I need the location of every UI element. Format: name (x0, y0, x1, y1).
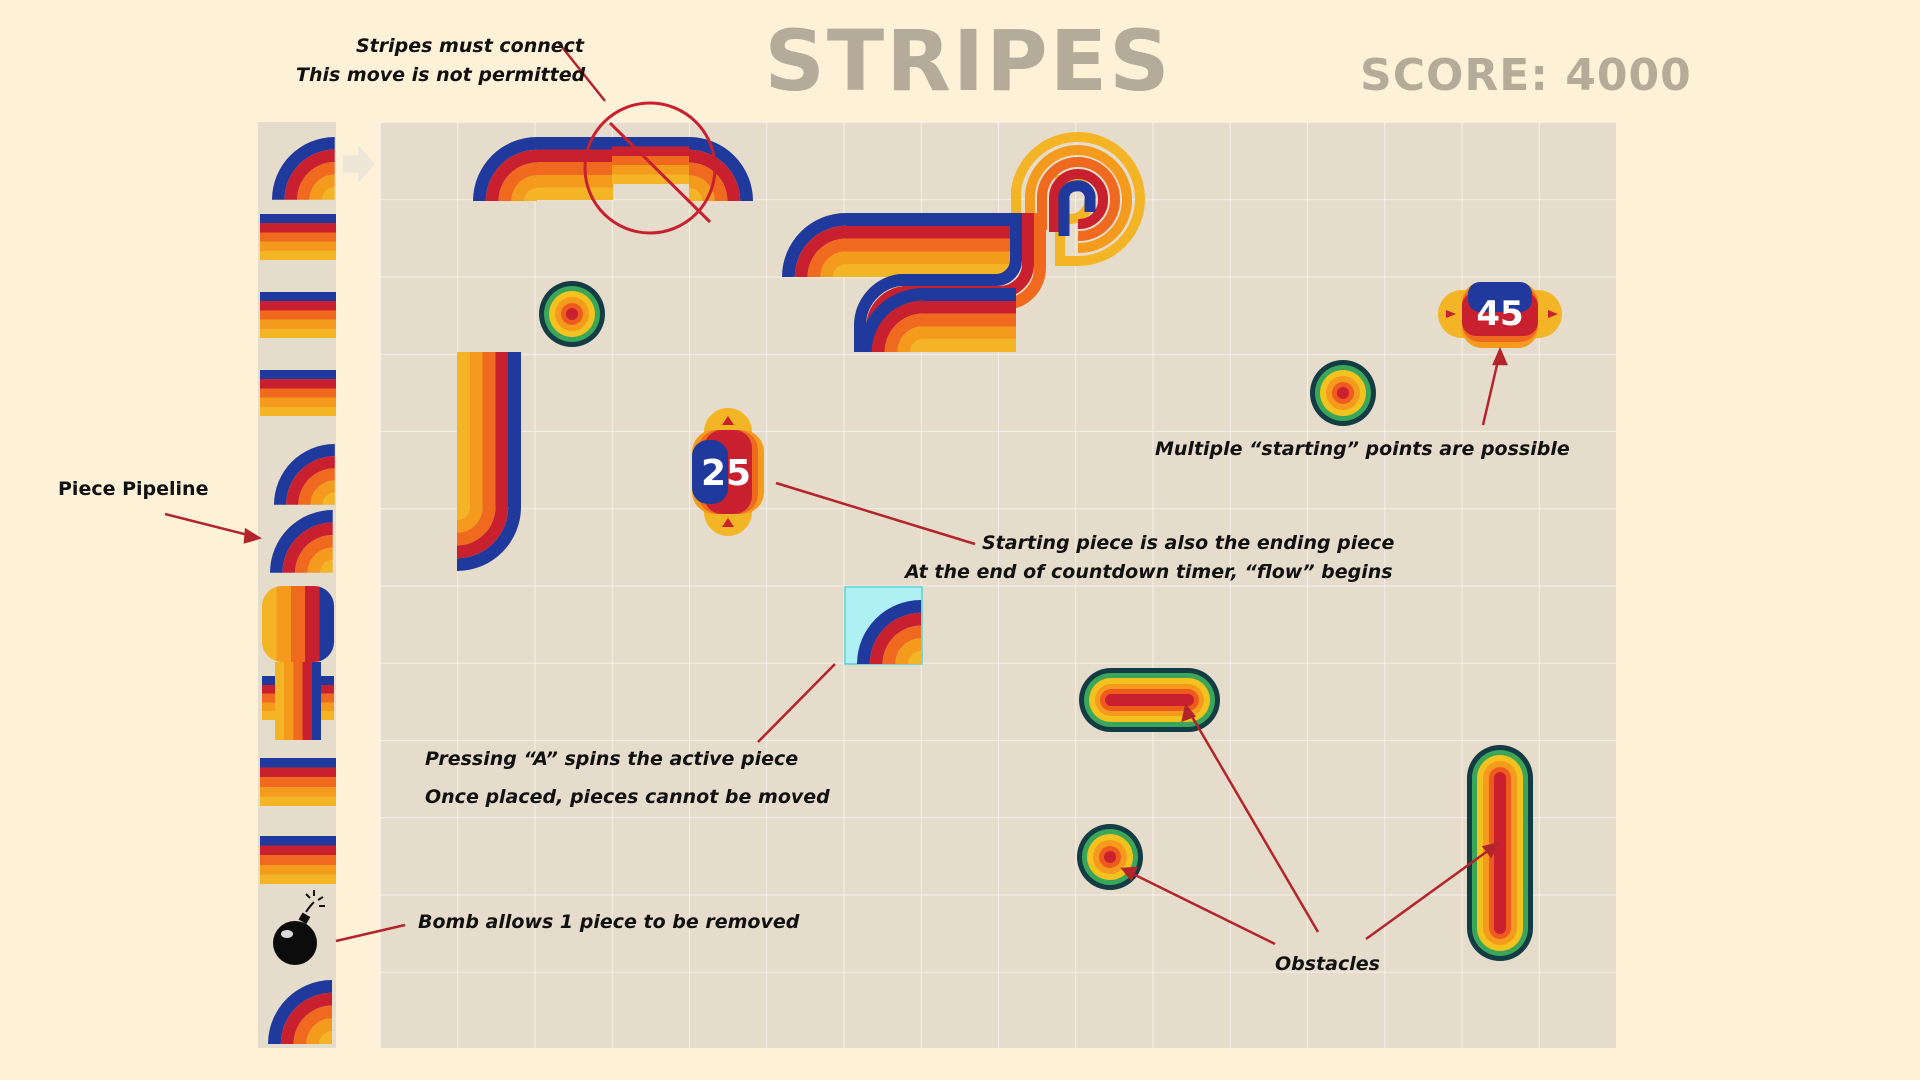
pipeline-piece-arc (270, 510, 333, 573)
annotation-pipeline: Piece Pipeline (58, 478, 209, 500)
pipeline-piece-straight (260, 292, 336, 338)
board-piece-arc (457, 507, 521, 571)
obstacle-capsule-vertical (1467, 745, 1533, 961)
obstacle-target (539, 281, 605, 347)
pipeline-piece-junction (262, 586, 334, 740)
pipeline-piece-straight (260, 214, 336, 260)
pipeline-piece-arc (268, 980, 332, 1044)
annotation-ending-1: Starting piece is also the ending piece (982, 532, 1395, 554)
prohibited-icon (583, 101, 717, 235)
pipeline-piece-arc (272, 137, 335, 200)
board-piece-straight (537, 137, 613, 200)
board-piece-straight (846, 213, 1016, 277)
obstacle-capsule-horizontal (1079, 668, 1220, 732)
board-piece-straight-misplaced (612, 137, 689, 184)
board-piece-straight (923, 288, 1016, 352)
pipeline-piece-straight (260, 370, 336, 416)
annotation-placed: Once placed, pieces cannot be moved (425, 786, 830, 808)
board-piece-loop (1011, 131, 1146, 266)
start-timer-45: 45 (1476, 294, 1523, 334)
score-display: SCORE: 4000 (1360, 50, 1692, 101)
starting-piece-25[interactable]: 25 (692, 408, 764, 536)
game-title: STRIPES (764, 12, 1172, 110)
board-piece-arc (689, 137, 753, 201)
pipeline-piece-straight (260, 836, 336, 884)
active-piece[interactable] (844, 586, 923, 665)
pipeline-piece-straight (260, 758, 336, 806)
board-piece-arc (473, 137, 537, 201)
obstacle-target (1310, 360, 1376, 426)
annotation-multiple: Multiple “starting” points are possible (1155, 438, 1570, 460)
obstacle-target (1077, 824, 1143, 890)
piece-pipeline (258, 122, 336, 1048)
annotation-bomb: Bomb allows 1 piece to be removed (418, 911, 800, 933)
annotation-connect-2: This move is not permitted (296, 64, 586, 86)
pipeline-piece-arc (274, 444, 335, 505)
board-piece-straight (457, 352, 521, 507)
start-timer-25: 25 (701, 453, 751, 494)
annotation-obstacles: Obstacles (1275, 953, 1380, 975)
annotation-ending-2: At the end of countdown timer, “flow” be… (905, 561, 1393, 583)
arrow-right-icon (343, 145, 375, 183)
annotation-spin: Pressing “A” spins the active piece (425, 748, 799, 770)
bomb-icon (273, 890, 325, 965)
starting-piece-45[interactable]: 45 (1438, 282, 1562, 348)
annotation-connect-1: Stripes must connect (356, 35, 584, 57)
board-piece-arc (782, 213, 846, 277)
annotation-lines (164, 41, 1508, 946)
